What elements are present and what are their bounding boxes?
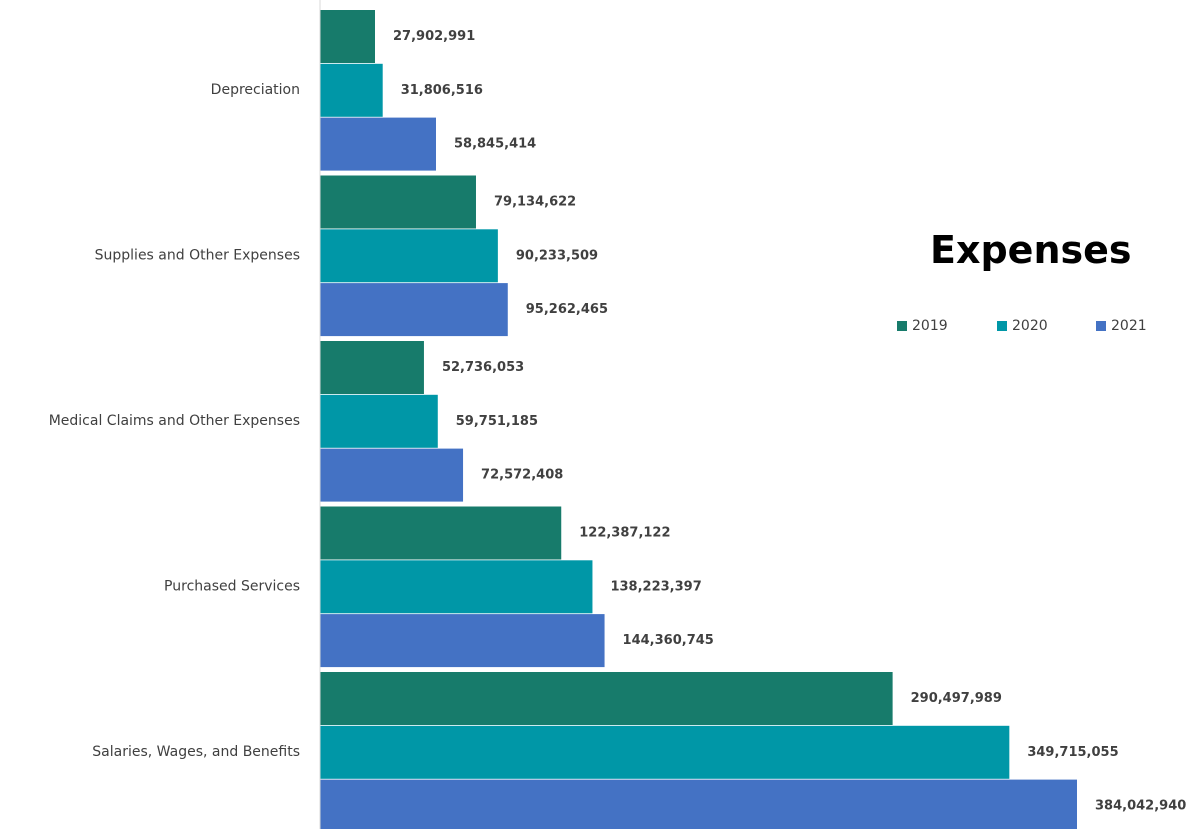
bar-2019 bbox=[320, 672, 893, 725]
category-label: Supplies and Other Expenses bbox=[95, 247, 300, 263]
bar-2020 bbox=[320, 394, 438, 448]
bar-2019 bbox=[320, 10, 376, 63]
bar-2019 bbox=[320, 341, 424, 394]
data-label-2021: 58,845,414 bbox=[454, 137, 536, 152]
bar-2020 bbox=[320, 63, 383, 117]
data-label-2020: 138,223,397 bbox=[610, 579, 701, 594]
data-label-2021: 144,360,745 bbox=[623, 633, 714, 648]
legend-swatch-2020 bbox=[997, 321, 1007, 331]
legend-item-2021: 2021 bbox=[1096, 318, 1147, 334]
data-label-2020: 349,715,055 bbox=[1027, 745, 1118, 760]
legend-item-2020: 2020 bbox=[997, 318, 1048, 334]
legend-label-2021: 2021 bbox=[1111, 318, 1147, 334]
bar-2020 bbox=[320, 560, 593, 614]
legend-item-2019: 2019 bbox=[897, 318, 948, 334]
data-label-2020: 90,233,509 bbox=[516, 248, 598, 263]
category-label: Depreciation bbox=[211, 82, 300, 98]
bar-2020 bbox=[320, 725, 1010, 779]
bar-2021 bbox=[320, 614, 605, 668]
category-label: Medical Claims and Other Expenses bbox=[49, 413, 300, 429]
bar-2021 bbox=[320, 448, 464, 502]
bar-2020 bbox=[320, 229, 498, 283]
bar-2021 bbox=[320, 779, 1077, 829]
data-label-2019: 79,134,622 bbox=[494, 195, 576, 210]
data-label-2019: 27,902,991 bbox=[393, 29, 475, 44]
data-label-2020: 59,751,185 bbox=[456, 414, 538, 429]
bar-2021 bbox=[320, 117, 436, 171]
data-label-2019: 52,736,053 bbox=[442, 360, 524, 375]
data-label-2021: 72,572,408 bbox=[481, 468, 563, 483]
data-label-2019: 290,497,989 bbox=[911, 691, 1002, 706]
data-label-2021: 95,262,465 bbox=[526, 302, 608, 317]
data-label-2019: 122,387,122 bbox=[579, 526, 670, 541]
bar-2019 bbox=[320, 506, 562, 560]
data-label-2021: 384,042,940 bbox=[1095, 799, 1186, 814]
legend-label-2019: 2019 bbox=[912, 318, 948, 334]
legend-label-2020: 2020 bbox=[1012, 318, 1048, 334]
category-label: Salaries, Wages, and Benefits bbox=[92, 744, 300, 760]
legend-swatch-2019 bbox=[897, 321, 907, 331]
bar-2021 bbox=[320, 283, 508, 337]
bar-2019 bbox=[320, 175, 476, 229]
chart-title: Expenses bbox=[930, 228, 1132, 272]
category-label: Purchased Services bbox=[164, 578, 300, 594]
data-label-2020: 31,806,516 bbox=[401, 83, 483, 98]
legend-swatch-2021 bbox=[1096, 321, 1106, 331]
